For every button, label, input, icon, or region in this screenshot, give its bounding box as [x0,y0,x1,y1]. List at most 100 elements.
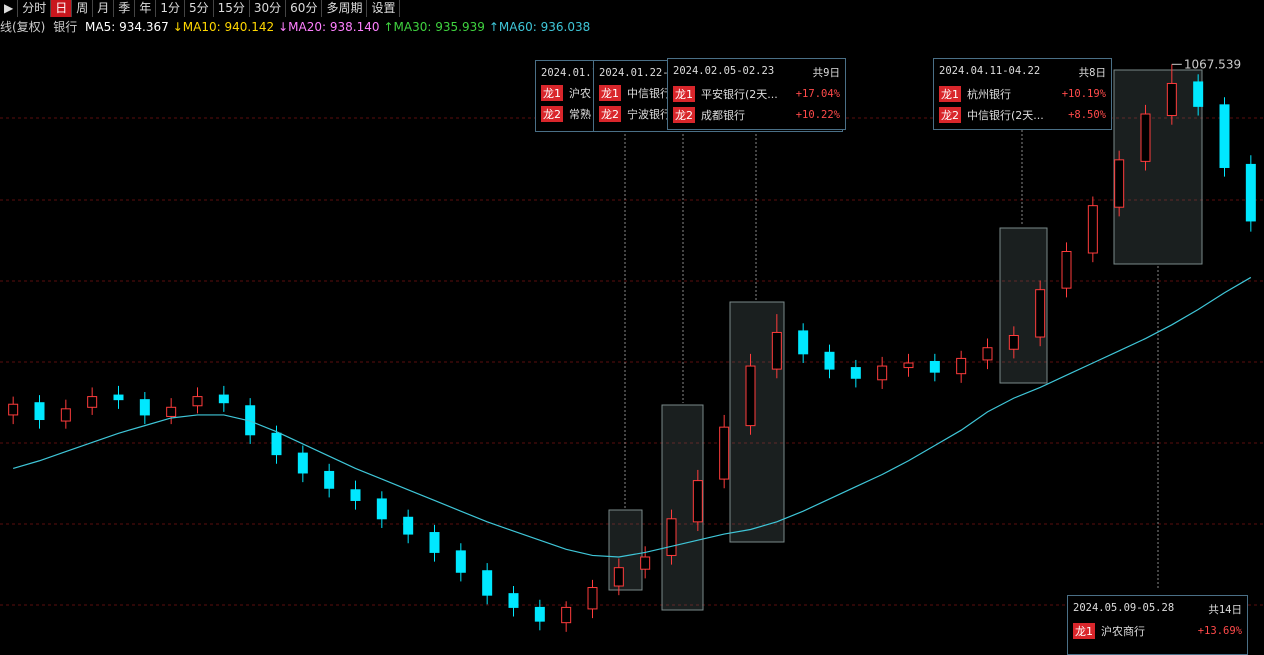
annotation-header: 2024.01.22-0 [594,61,842,82]
stock-name: 中信银行 [627,86,671,100]
connectors [624,130,1159,588]
leader-row: 龙1 沪农 [536,82,784,103]
candle-body [324,470,335,489]
candle-body [60,408,71,422]
rank-badge: 龙1 [599,84,621,101]
change: +17.04% [795,87,840,100]
stock-name: 沪农 [569,86,591,100]
period-tab[interactable]: 分时 [18,0,52,17]
rank-badge: 龙1 [939,85,961,102]
date-range: 2024.01.22-0 [599,67,675,79]
period-tab[interactable]: 月 [93,0,115,17]
date-range: 2024.01.1 [541,67,598,79]
candle-body [1193,81,1204,107]
toolbar: ▶ 分时日周月季年 1分 5分 15分 30分 60分 多周期 设置 [0,0,401,17]
candle-body [956,357,967,375]
stock-name: 成都银行 [701,108,745,122]
chart: 1067.539 [0,57,1264,632]
candle-body [297,452,308,474]
candle-body [1114,159,1125,208]
max-label: 1067.539 [1184,57,1241,71]
leader-row: 龙2 宁波银行 [594,103,842,124]
change: +13.69% [1197,624,1242,637]
candle-body [1245,163,1256,222]
grid [0,117,1264,606]
annotation-header: 2024.04.11-04.22 共8日 [934,59,1111,83]
candle-body [771,331,782,370]
candle-body [376,498,387,520]
candle-body [1140,113,1151,162]
candle-body [1008,335,1019,350]
rank-badge: 龙2 [939,106,961,123]
stock-name: 沪农商行 [1101,624,1145,638]
period-tab[interactable]: 多周期 [322,0,368,17]
candle-body [903,362,914,369]
candle-body [982,347,993,361]
candle-body [192,396,203,407]
day-count: 共8日 [1078,67,1106,79]
period-tab[interactable]: 设置 [367,0,401,17]
annotation-box: 2024.02.05-02.23 共9日 龙1 平安银行(2天... +17.04% 龙2… [667,58,846,130]
ma-legend: MA5: 934.367 [85,20,169,34]
date-range: 2024.04.11-04.22 [939,65,1041,77]
ma-legend: ↑MA30: 935.939 [383,20,485,34]
period-tab[interactable]: 季 [114,0,136,17]
candle-body [719,426,730,480]
ma-legend: ↓MA20: 938.140 [278,20,380,34]
play-icon[interactable]: ▶ [0,0,19,17]
candle-body [350,489,361,501]
period-tab[interactable]: 年 [135,0,157,17]
period-tab[interactable]: 5分 [185,0,214,17]
change: +8.50% [1068,108,1106,121]
candle-body [166,406,177,417]
index-name: 银行 [53,20,78,34]
annotation-header: 2024.01.1 [536,61,784,82]
date-range: 2024.02.05-02.23 [673,65,775,77]
ma-legend: ↑MA60: 936.038 [488,20,591,34]
leader-row: 龙2 常熟 [536,103,784,124]
day-count: 共9日 [812,67,840,79]
stock-name: 中信银行(2天... [967,108,1044,122]
annotation-box: 2024.04.11-04.22 共8日 龙1 杭州银行 +10.19% 龙2 中信银行(2… [933,58,1112,130]
candle-body [929,360,940,373]
candle-body [508,593,519,608]
rank-badge: 龙1 [541,84,563,101]
candle-body [798,330,809,355]
highlight-zones [608,69,1203,611]
info-bar: 线(复权) 银行 MA5: 934.367 ↓MA10: 940.142 ↓MA20… [0,18,594,34]
candle-body [1035,289,1046,338]
period-tab[interactable]: 60分 [286,0,323,17]
period-tab[interactable]: 1分 [156,0,185,17]
period-tab[interactable]: 周 [72,0,94,17]
day-count: 共14日 [1208,604,1242,616]
candle-body [403,516,414,535]
mode: 线(复权) [0,20,46,34]
candle-body [640,556,651,570]
period-tab[interactable]: 30分 [250,0,287,17]
period-tab[interactable]: 日 [51,0,73,17]
candle-body [1219,104,1230,168]
change: +10.22% [795,108,840,121]
stock-name: 杭州银行 [967,87,1011,101]
zone [1113,69,1203,265]
rank-badge: 龙2 [673,106,695,123]
candle-body [218,394,229,404]
candle-body [271,432,282,456]
stock-name: 常熟 [569,107,591,121]
period-tab[interactable]: 15分 [214,0,250,17]
candle-body [850,367,861,379]
candle-body [1087,205,1098,254]
rank-badge: 龙2 [599,105,621,122]
rank-badge: 龙1 [673,85,695,102]
candle-body [534,606,545,622]
plot: 1067.539 [8,57,1256,632]
candle-body [34,402,45,421]
annotation-header: 2024.05.09-05.28 共14日 [1068,596,1247,620]
candle-body [1166,82,1177,117]
candle-body [877,365,888,381]
ma-legend: ↓MA10: 940.142 [172,20,275,34]
leader-row: 龙2 中信银行(2天... +8.50% [934,104,1111,125]
candle-body [429,532,440,553]
stock-name: 宁波银行 [627,107,671,121]
